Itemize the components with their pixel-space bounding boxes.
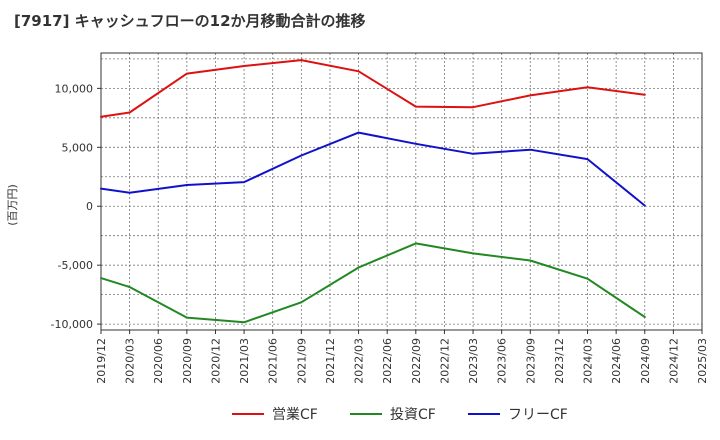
x-tick-label: 2022/03	[353, 338, 366, 384]
x-tick-label: 2022/06	[381, 338, 394, 384]
x-tick-label: 2023/06	[496, 338, 509, 384]
series-layer	[100, 59, 646, 324]
legend-label-3: フリーCF	[508, 407, 568, 423]
y-axis-title: (百万円)	[6, 184, 19, 226]
x-tick-label: 2024/06	[610, 338, 623, 384]
y-tick-label: 5,000	[62, 141, 94, 154]
y-tick-label: 0	[86, 200, 93, 213]
y-axis-layer: 10,000 5,000 0 -5,000 -10,000	[51, 82, 101, 331]
x-tick-label: 2019/12	[95, 338, 108, 384]
x-tick-label: 2020/12	[209, 338, 222, 384]
x-tick-label: 2021/12	[324, 338, 337, 384]
x-tick-label: 2025/03	[696, 338, 709, 384]
x-tick-label: 2023/09	[524, 338, 537, 384]
y-tick-label: -10,000	[51, 318, 93, 331]
legend-label-1: 営業CF	[272, 407, 318, 423]
y-tick-label: -5,000	[58, 259, 93, 272]
x-tick-label: 2024/03	[582, 338, 595, 384]
series-line-2	[100, 242, 646, 324]
series-line-3	[100, 131, 646, 207]
x-tick-label: 2023/12	[553, 338, 566, 384]
x-tick-label: 2024/09	[639, 338, 652, 384]
x-tick-label: 2024/12	[667, 338, 680, 384]
x-tick-label: 2023/03	[467, 338, 480, 384]
x-tick-label: 2020/06	[152, 338, 165, 384]
legend-label-2: 投資CF	[390, 407, 436, 423]
x-tick-label: 2020/03	[124, 338, 137, 384]
x-axis-layer: 2019/12 2020/03 2020/06 2020/09 2020/12 2021/…	[95, 330, 709, 384]
grid-layer	[101, 53, 702, 330]
y-tick-label: 10,000	[55, 82, 94, 95]
x-tick-label: 2020/09	[181, 338, 194, 384]
x-tick-label: 2021/03	[238, 338, 251, 384]
series-line-1	[100, 59, 646, 118]
legend: 営業CF 投資CF フリーCF	[232, 407, 568, 423]
plot-frame	[100, 52, 703, 331]
x-tick-label: 2021/06	[267, 338, 280, 384]
x-tick-label: 2022/12	[438, 338, 451, 384]
chart-title: [7917] キャッシュフローの12か月移動合計の推移	[14, 12, 366, 30]
x-tick-label: 2022/09	[410, 338, 423, 384]
x-tick-label: 2021/09	[295, 338, 308, 384]
